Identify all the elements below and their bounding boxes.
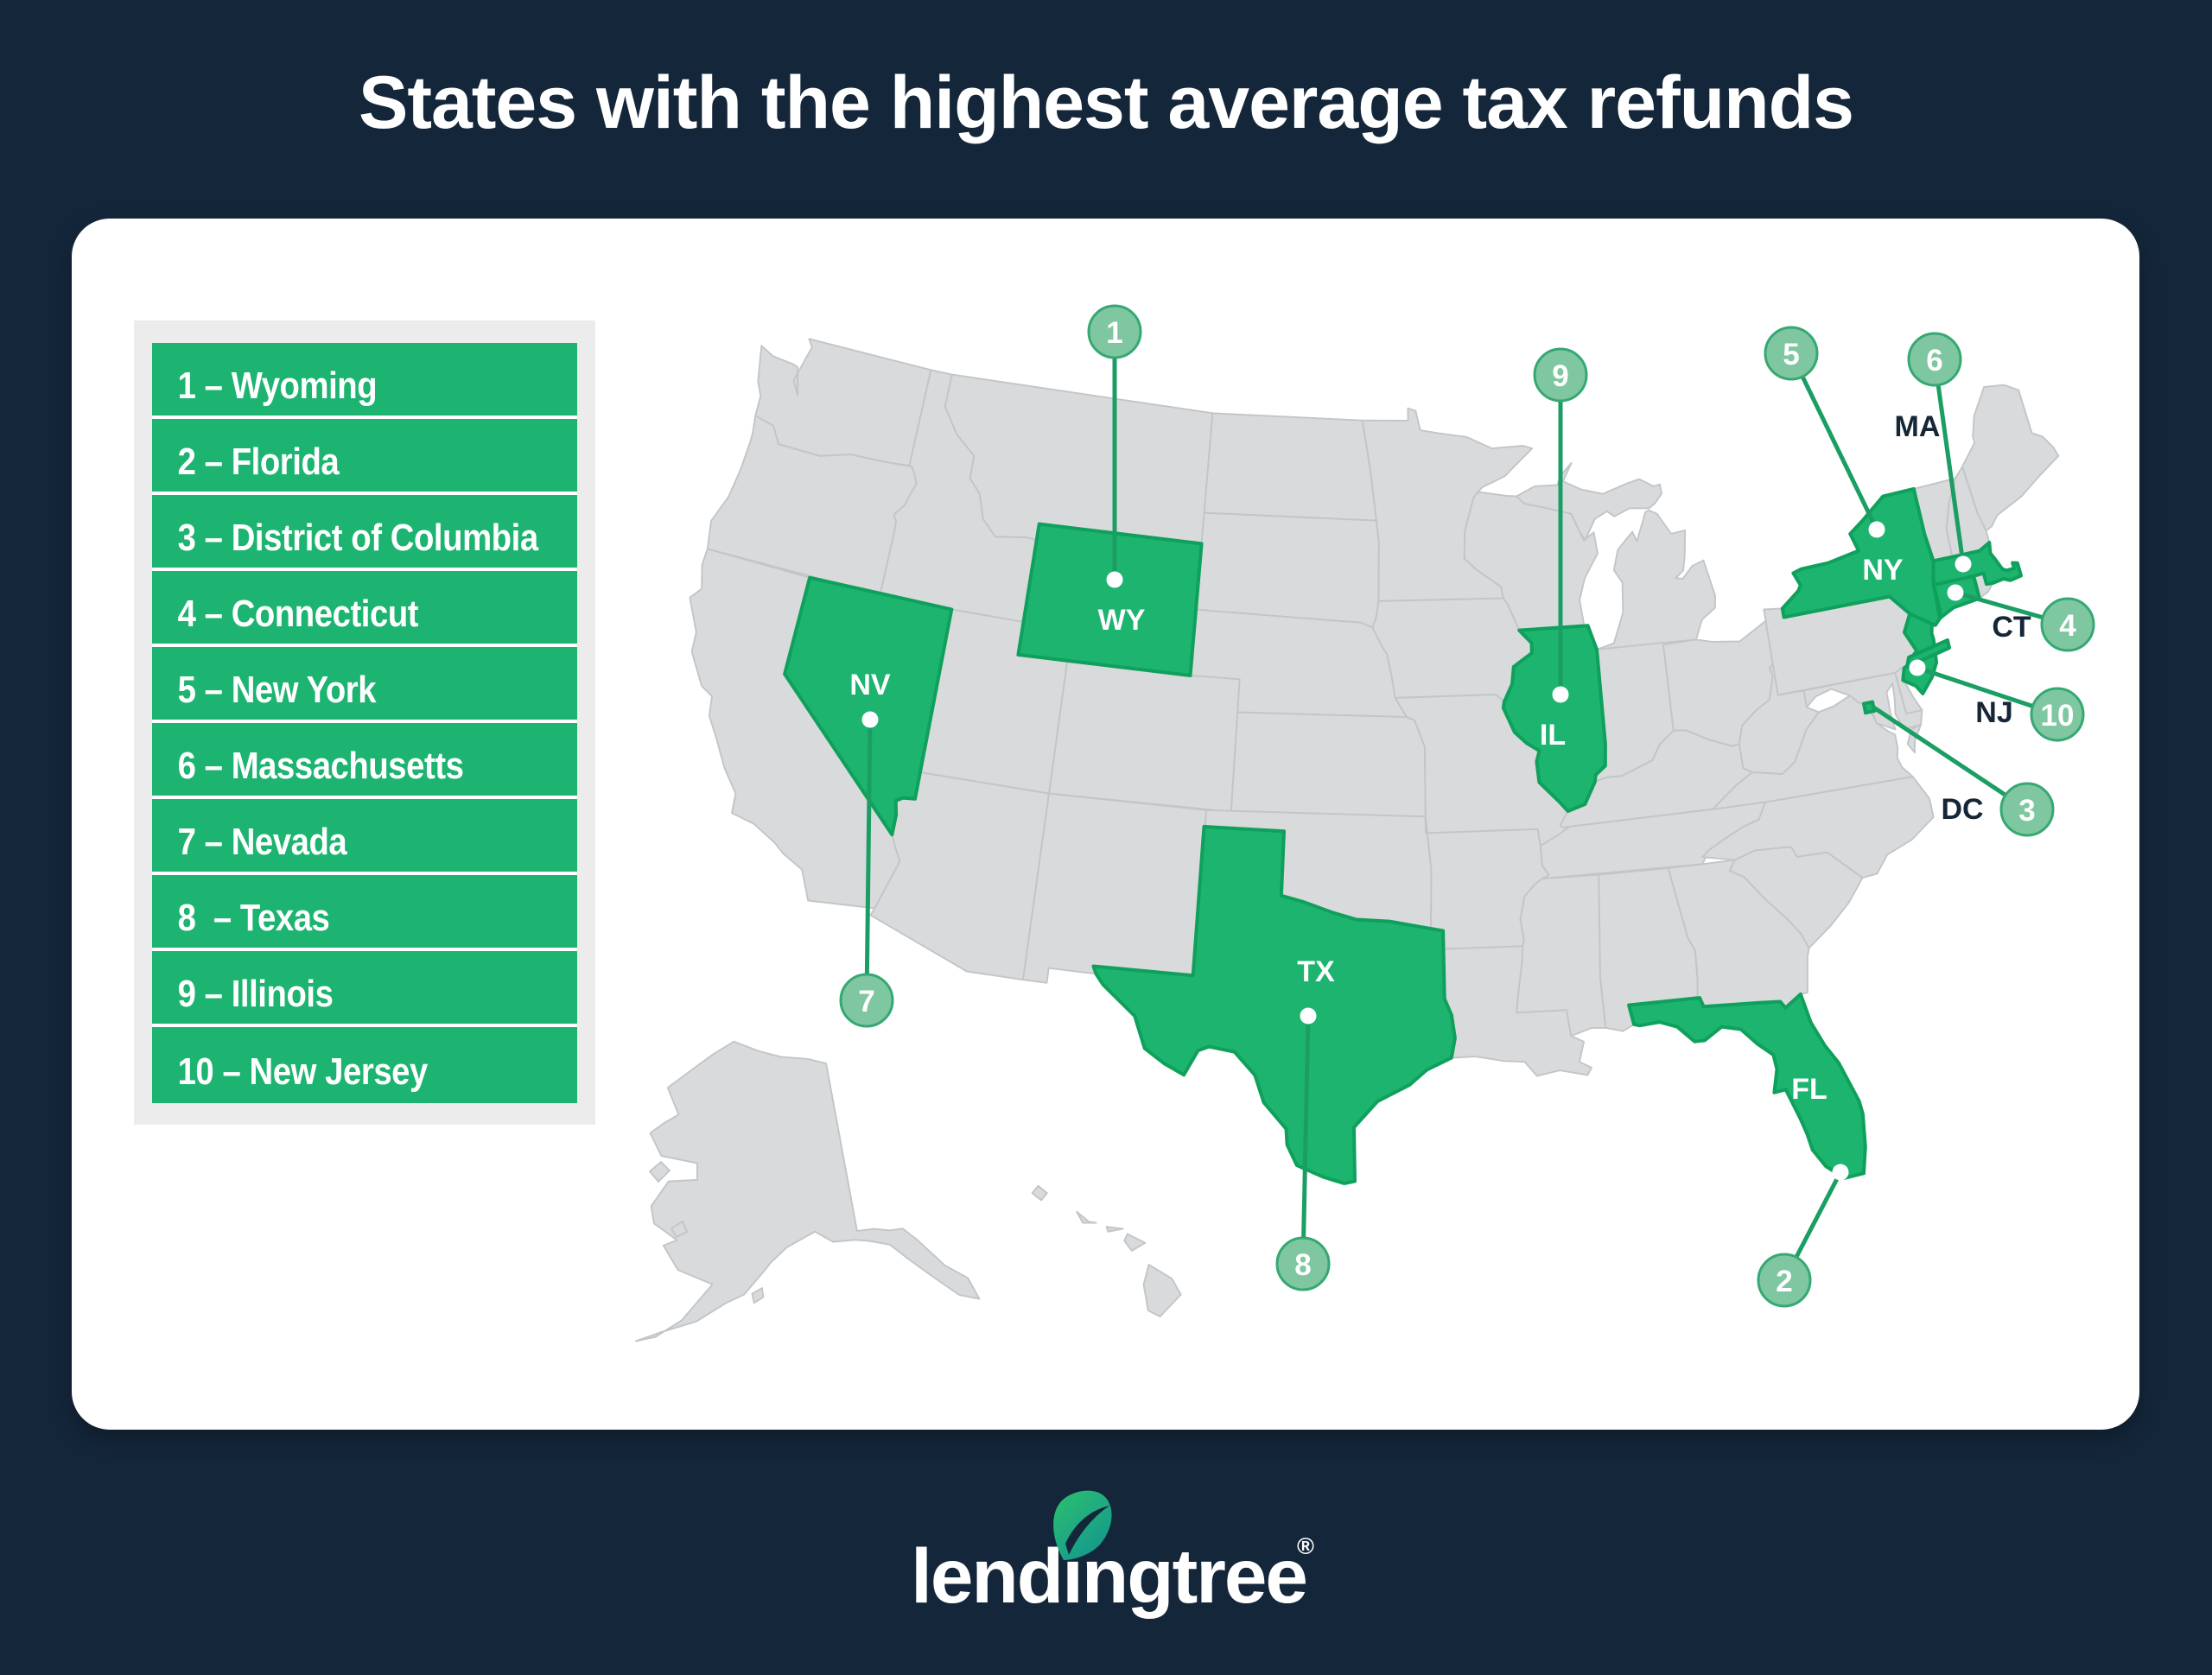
svg-text:®: ®	[1297, 1533, 1314, 1559]
svg-text:IL: IL	[1540, 719, 1566, 752]
svg-text:5: 5	[1783, 338, 1799, 371]
svg-text:NY: NY	[1862, 554, 1904, 587]
svg-text:NJ: NJ	[1975, 696, 2012, 729]
svg-text:NV: NV	[849, 669, 891, 701]
svg-text:7: 7	[858, 985, 874, 1018]
svg-text:8: 8	[1294, 1248, 1311, 1282]
svg-text:TX: TX	[1297, 955, 1335, 988]
svg-text:2: 2	[1776, 1265, 1792, 1298]
svg-text:MA: MA	[1895, 410, 1941, 443]
svg-text:CT: CT	[1992, 611, 2031, 644]
svg-text:DC: DC	[1941, 793, 1983, 826]
svg-text:WY: WY	[1098, 604, 1146, 637]
svg-text:3: 3	[2018, 794, 2035, 828]
svg-text:6: 6	[1926, 344, 1942, 378]
svg-text:FL: FL	[1791, 1073, 1827, 1106]
svg-text:10: 10	[2041, 699, 2075, 733]
svg-text:1: 1	[1106, 316, 1122, 350]
svg-text:9: 9	[1552, 359, 1568, 393]
svg-text:4: 4	[2059, 609, 2076, 643]
svg-text:lendıngtree: lendıngtree	[911, 1532, 1306, 1619]
